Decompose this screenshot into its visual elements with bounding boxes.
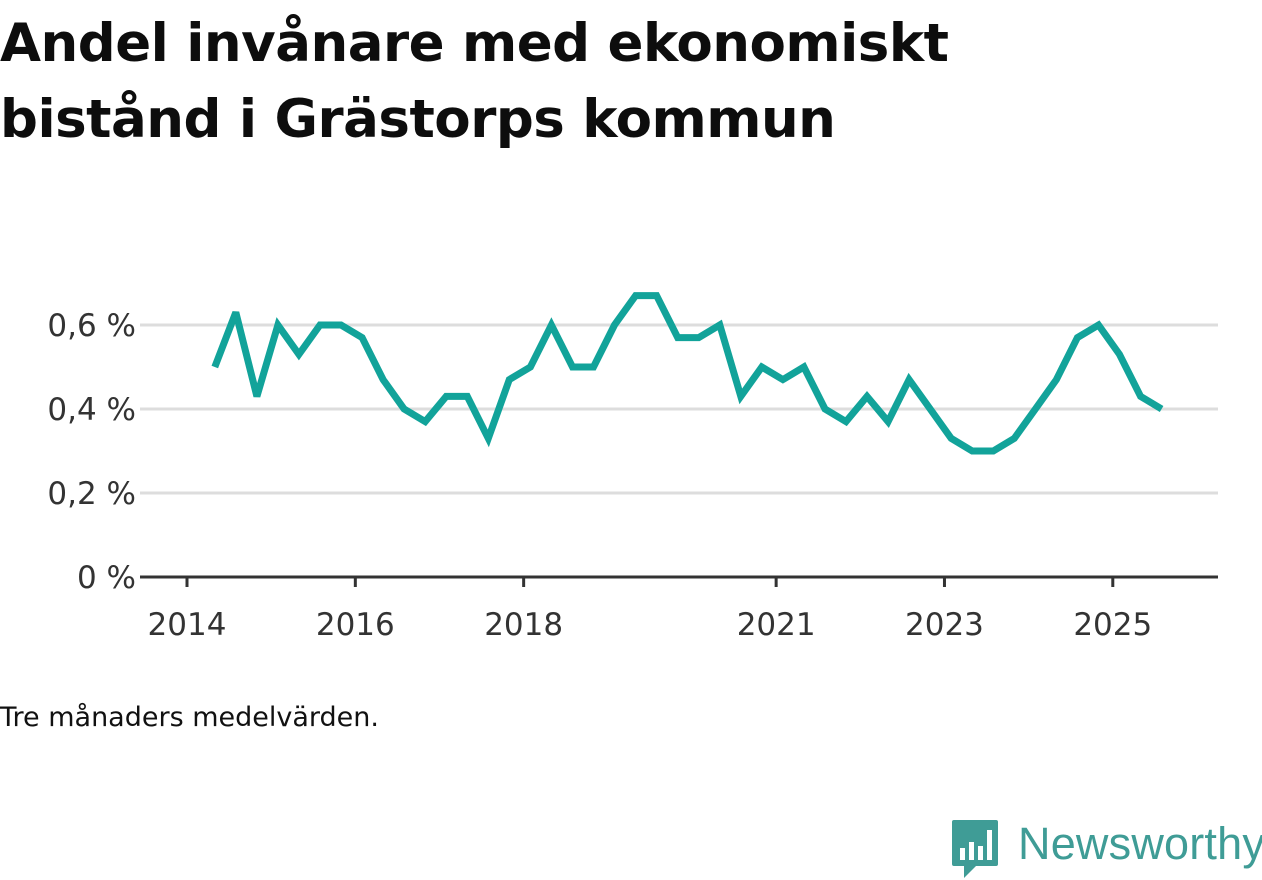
- x-tick-label: 2025: [1073, 607, 1152, 643]
- x-tick-label: 2021: [737, 607, 816, 643]
- x-tick-label: 2016: [316, 607, 395, 643]
- x-tick-label: 2018: [484, 607, 563, 643]
- newsworthy-logo: Newsworthy: [950, 818, 1262, 880]
- newsworthy-logo-icon: [950, 818, 1000, 880]
- x-tick-label: 2023: [905, 607, 984, 643]
- series-layer: [215, 296, 1162, 452]
- x-axis-ticks: 2014 2016 2018 2021 2023 2025: [148, 577, 1153, 643]
- y-tick-label: 0 %: [77, 560, 136, 596]
- series-line: [215, 296, 1162, 451]
- y-tick-label: 0,2 %: [47, 476, 136, 512]
- brand-name: Newsworthy: [1018, 818, 1262, 870]
- y-axis-tick-labels: 0 % 0,2 % 0,4 % 0,6 %: [47, 308, 136, 596]
- y-tick-label: 0,6 %: [47, 308, 136, 344]
- chart-footnote: Tre månaders medelvärden.: [0, 702, 379, 733]
- y-tick-label: 0,4 %: [47, 392, 136, 428]
- x-tick-label: 2014: [148, 607, 227, 643]
